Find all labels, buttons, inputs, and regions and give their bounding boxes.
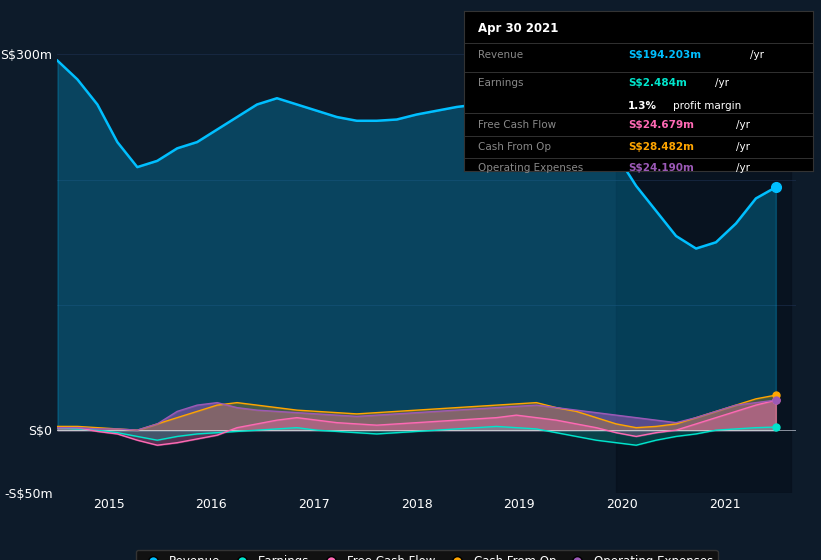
- Text: S$194.203m: S$194.203m: [628, 49, 701, 59]
- Text: /yr: /yr: [750, 49, 764, 59]
- Text: Free Cash Flow: Free Cash Flow: [478, 120, 556, 130]
- Text: /yr: /yr: [736, 142, 750, 152]
- Text: S$2.484m: S$2.484m: [628, 78, 686, 88]
- Text: /yr: /yr: [736, 163, 750, 173]
- Text: S$28.482m: S$28.482m: [628, 142, 694, 152]
- Text: Operating Expenses: Operating Expenses: [478, 163, 583, 173]
- Text: S$24.190m: S$24.190m: [628, 163, 694, 173]
- Text: Apr 30 2021: Apr 30 2021: [478, 22, 558, 35]
- Text: Revenue: Revenue: [478, 49, 523, 59]
- Legend: Revenue, Earnings, Free Cash Flow, Cash From Op, Operating Expenses: Revenue, Earnings, Free Cash Flow, Cash …: [136, 550, 718, 560]
- Text: Cash From Op: Cash From Op: [478, 142, 551, 152]
- Text: 1.3%: 1.3%: [628, 101, 657, 110]
- Text: /yr: /yr: [715, 78, 729, 88]
- Text: profit margin: profit margin: [673, 101, 741, 110]
- Text: S$24.679m: S$24.679m: [628, 120, 694, 130]
- Bar: [617, 17, 791, 493]
- Text: Earnings: Earnings: [478, 78, 523, 88]
- Text: /yr: /yr: [736, 120, 750, 130]
